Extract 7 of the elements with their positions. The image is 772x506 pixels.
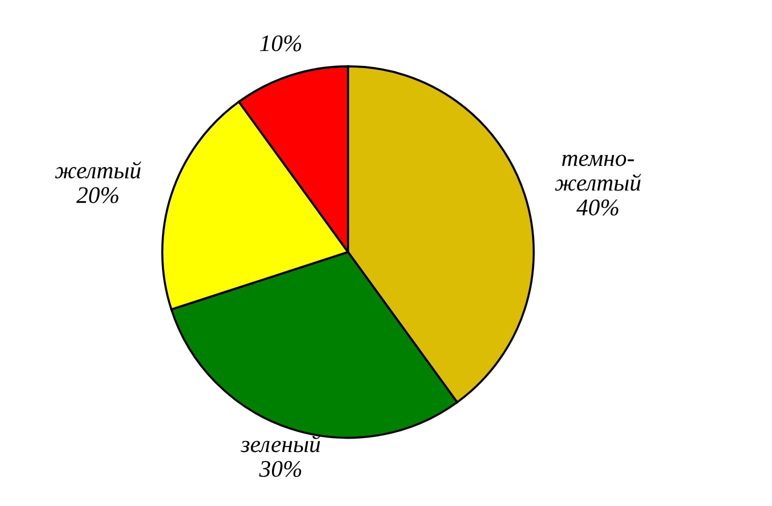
data-label: 30% <box>259 460 302 477</box>
slice-label: темно- желтый <box>555 154 642 191</box>
data-label: 20% <box>76 187 118 204</box>
data-label: 40% <box>576 200 618 216</box>
data-label: 10% <box>260 35 302 52</box>
slice-label: зеленый <box>240 435 321 452</box>
slice-label: желтый <box>55 161 142 178</box>
